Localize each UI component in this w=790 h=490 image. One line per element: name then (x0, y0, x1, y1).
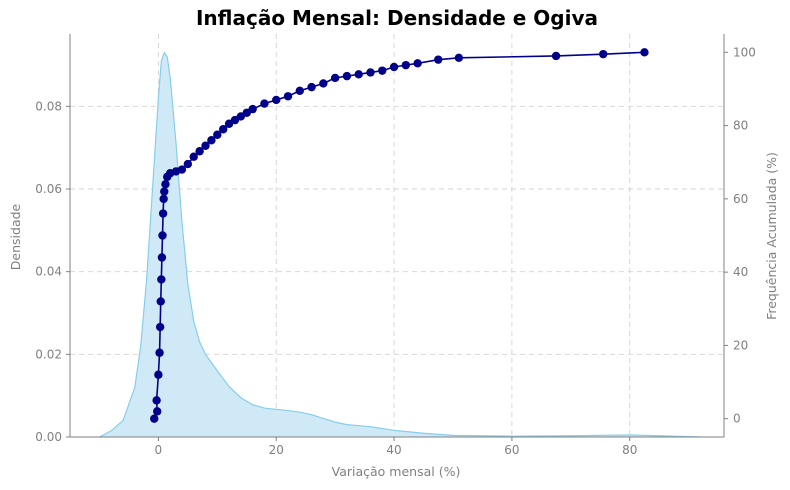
ogive-point (160, 187, 169, 196)
ogive-layer (150, 48, 649, 423)
x-tick-label: 80 (622, 443, 637, 457)
ogive-point (177, 165, 187, 174)
x-tick-label: 40 (386, 443, 401, 457)
y2-axis-title: Frequência Acumulada (%) (764, 152, 779, 320)
ogive-point (378, 66, 387, 75)
ogive-point (272, 95, 281, 105)
x-tick-label: 0 (155, 443, 163, 457)
y-axis-title: Densidade (8, 203, 23, 270)
x-axis-title: Variação mensal (%) (332, 464, 461, 479)
axes-layer: 0 20 40 60 80 0.00 0.02 0.04 0.06 0.08 0 20 40 60 80 10… (35, 34, 756, 457)
ogive-point (161, 180, 170, 189)
ogive-point (283, 92, 293, 101)
y2-tick-label: 80 (733, 119, 748, 133)
ogive-point (413, 59, 422, 68)
y2-tick-label: 100 (733, 45, 756, 59)
ogive-point (189, 152, 198, 161)
ogive-point (218, 125, 228, 134)
ogive-point (401, 60, 411, 70)
x-tick-label: 20 (269, 443, 284, 457)
ogive-point (152, 396, 161, 405)
ogive-point (330, 73, 340, 83)
density-layer (99, 51, 701, 438)
ogive-point (158, 231, 167, 240)
ogive-point (248, 104, 257, 114)
ogive-point (307, 82, 316, 92)
ogive-point (213, 130, 222, 139)
y2-tick-label: 60 (733, 192, 748, 206)
ogive-point (201, 141, 210, 150)
ogive-point (260, 99, 269, 108)
ogive-line (153, 51, 645, 419)
ogive-point (640, 48, 649, 57)
chart-title: Inflação Mensal: Densidade e Ogiva (196, 6, 598, 30)
ogive-point (155, 322, 165, 332)
ogive-point (155, 348, 164, 357)
ogive-point (154, 370, 163, 379)
y-tick-label: 0.04 (35, 265, 62, 279)
ogive-point (157, 253, 167, 262)
x-tick-label: 60 (504, 443, 519, 457)
y-tick-label: 0.00 (35, 430, 62, 444)
y2-tick-label: 0 (733, 412, 741, 426)
ogive-point (195, 147, 204, 156)
ogive-point (295, 86, 304, 95)
ogive-point (319, 79, 328, 88)
y2-tick-label: 40 (733, 265, 748, 279)
ogive-point (366, 68, 375, 77)
y-tick-label: 0.02 (35, 347, 62, 361)
y-tick-label: 0.08 (35, 99, 62, 113)
ogive-point (599, 49, 608, 59)
density-line (99, 51, 701, 438)
ogive-point (354, 70, 363, 79)
ogive-point (207, 136, 216, 145)
ogive-point (183, 159, 193, 169)
ogive-point (551, 51, 561, 61)
density-area (99, 52, 701, 437)
ogive-point (150, 414, 159, 423)
ogive-point (342, 71, 352, 81)
ogive-point (159, 194, 168, 204)
ogive-point (158, 209, 168, 218)
y2-tick-label: 20 (733, 338, 748, 352)
ogive-point (454, 53, 464, 63)
ogive-point (153, 407, 162, 416)
ogive-point (157, 275, 166, 284)
ogive-point (156, 297, 165, 306)
ogive-point (389, 62, 399, 72)
y-tick-label: 0.06 (35, 182, 62, 196)
ogive-point (434, 55, 443, 64)
